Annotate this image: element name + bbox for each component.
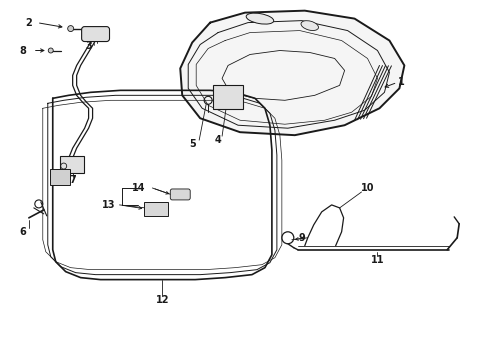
Text: 3: 3: [85, 41, 92, 50]
FancyBboxPatch shape: [170, 189, 190, 200]
Circle shape: [67, 26, 74, 32]
Text: 5: 5: [188, 139, 195, 149]
Text: 11: 11: [370, 255, 384, 265]
Polygon shape: [180, 11, 404, 135]
Text: 14: 14: [131, 183, 145, 193]
FancyBboxPatch shape: [144, 202, 168, 216]
FancyBboxPatch shape: [60, 156, 83, 173]
Text: 7: 7: [69, 175, 76, 185]
Text: 13: 13: [102, 200, 115, 210]
Text: 9: 9: [298, 233, 305, 243]
FancyBboxPatch shape: [50, 169, 69, 185]
Text: 12: 12: [155, 294, 169, 305]
Text: 6: 6: [20, 227, 26, 237]
Ellipse shape: [245, 13, 273, 24]
Text: 4: 4: [214, 135, 221, 145]
Ellipse shape: [301, 21, 318, 31]
Text: 10: 10: [360, 183, 373, 193]
Text: 1: 1: [397, 77, 404, 87]
Text: 2: 2: [25, 18, 32, 28]
FancyBboxPatch shape: [81, 27, 109, 41]
Text: 8: 8: [20, 45, 26, 55]
FancyBboxPatch shape: [213, 85, 243, 109]
Circle shape: [48, 48, 53, 53]
